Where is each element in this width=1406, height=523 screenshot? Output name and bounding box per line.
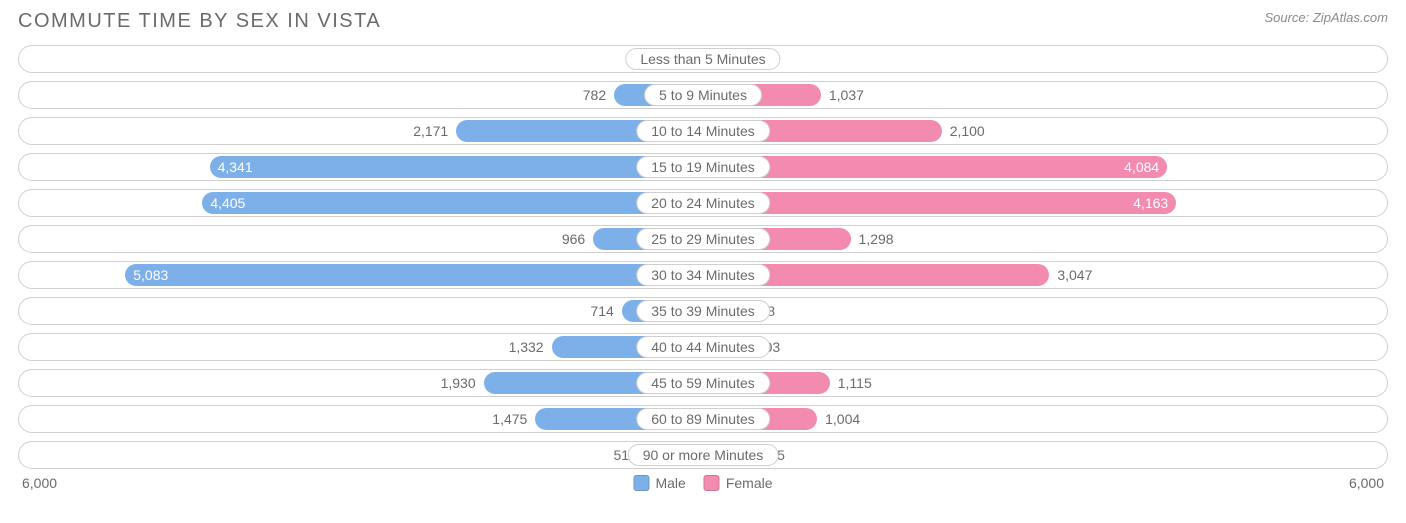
chart-source: Source: ZipAtlas.com bbox=[1264, 10, 1388, 25]
category-pill: 45 to 59 Minutes bbox=[636, 372, 770, 394]
chart-header: COMMUTE TIME BY SEX IN VISTA Source: Zip… bbox=[0, 0, 1406, 41]
category-pill: 40 to 44 Minutes bbox=[636, 336, 770, 358]
chart-row: 4,341 4,084 15 to 19 Minutes bbox=[18, 153, 1388, 181]
female-value-label: 4,163 bbox=[1133, 195, 1168, 211]
chart-row: 4,405 4,163 20 to 24 Minutes bbox=[18, 189, 1388, 217]
chart-row: 1,930 1,115 45 to 59 Minutes bbox=[18, 369, 1388, 397]
female-value-label: 4,084 bbox=[1124, 159, 1159, 175]
category-pill: 60 to 89 Minutes bbox=[636, 408, 770, 430]
category-pill: 90 or more Minutes bbox=[628, 444, 779, 466]
chart-row: 5,083 3,047 30 to 34 Minutes bbox=[18, 261, 1388, 289]
female-bar: 4,084 bbox=[703, 156, 1167, 178]
category-pill: 25 to 29 Minutes bbox=[636, 228, 770, 250]
source-prefix: Source: bbox=[1264, 10, 1312, 25]
female-value-label: 3,047 bbox=[1049, 267, 1092, 283]
legend-item: Female bbox=[704, 475, 773, 491]
male-value-label: 1,930 bbox=[441, 375, 484, 391]
source-name: ZipAtlas.com bbox=[1313, 10, 1388, 25]
axis-row: 6,000 Male Female 6,000 bbox=[18, 475, 1388, 491]
chart-row: 782 1,037 5 to 9 Minutes bbox=[18, 81, 1388, 109]
chart-row: 1,33240340 to 44 Minutes bbox=[18, 333, 1388, 361]
female-value-label: 1,298 bbox=[851, 231, 894, 247]
legend: Male Female bbox=[633, 475, 772, 491]
male-value-label: 1,475 bbox=[492, 411, 535, 427]
legend-label: Male bbox=[655, 475, 685, 491]
axis-max-right: 6,000 bbox=[1349, 475, 1384, 491]
male-value-label: 1,332 bbox=[509, 339, 552, 355]
female-value-label: 2,100 bbox=[942, 123, 985, 139]
category-pill: 20 to 24 Minutes bbox=[636, 192, 770, 214]
legend-item: Male bbox=[633, 475, 685, 491]
legend-swatch bbox=[633, 475, 649, 491]
female-value-label: 1,115 bbox=[830, 375, 872, 391]
axis-max-left: 6,000 bbox=[22, 475, 57, 491]
male-value-label: 782 bbox=[583, 87, 614, 103]
chart-row: 966 1,298 25 to 29 Minutes bbox=[18, 225, 1388, 253]
male-value-label: 5,083 bbox=[133, 267, 168, 283]
male-value-label: 4,341 bbox=[218, 159, 253, 175]
category-pill: 5 to 9 Minutes bbox=[644, 84, 762, 106]
female-value-label: 1,037 bbox=[821, 87, 864, 103]
diverging-bar-chart: 230290Less than 5 Minutes 782 1,037 5 to 9 … bbox=[0, 41, 1406, 491]
chart-row: 2,171 2,100 10 to 14 Minutes bbox=[18, 117, 1388, 145]
chart-row: 230290Less than 5 Minutes bbox=[18, 45, 1388, 73]
category-pill: 15 to 19 Minutes bbox=[636, 156, 770, 178]
male-value-label: 2,171 bbox=[413, 123, 456, 139]
male-value-label: 4,405 bbox=[210, 195, 245, 211]
male-bar: 5,083 bbox=[125, 264, 703, 286]
chart-row: 51244590 or more Minutes bbox=[18, 441, 1388, 469]
chart-row: 71435835 to 39 Minutes bbox=[18, 297, 1388, 325]
male-value-label: 714 bbox=[590, 303, 621, 319]
category-pill: 30 to 34 Minutes bbox=[636, 264, 770, 286]
category-pill: 35 to 39 Minutes bbox=[636, 300, 770, 322]
legend-swatch bbox=[704, 475, 720, 491]
category-pill: 10 to 14 Minutes bbox=[636, 120, 770, 142]
female-bar: 4,163 bbox=[703, 192, 1176, 214]
female-value-label: 1,004 bbox=[817, 411, 860, 427]
male-bar: 4,341 bbox=[210, 156, 703, 178]
chart-row: 1,475 1,004 60 to 89 Minutes bbox=[18, 405, 1388, 433]
chart-title: COMMUTE TIME BY SEX IN VISTA bbox=[18, 10, 381, 33]
legend-label: Female bbox=[726, 475, 773, 491]
male-value-label: 966 bbox=[562, 231, 593, 247]
male-bar: 4,405 bbox=[202, 192, 703, 214]
category-pill: Less than 5 Minutes bbox=[625, 48, 780, 70]
